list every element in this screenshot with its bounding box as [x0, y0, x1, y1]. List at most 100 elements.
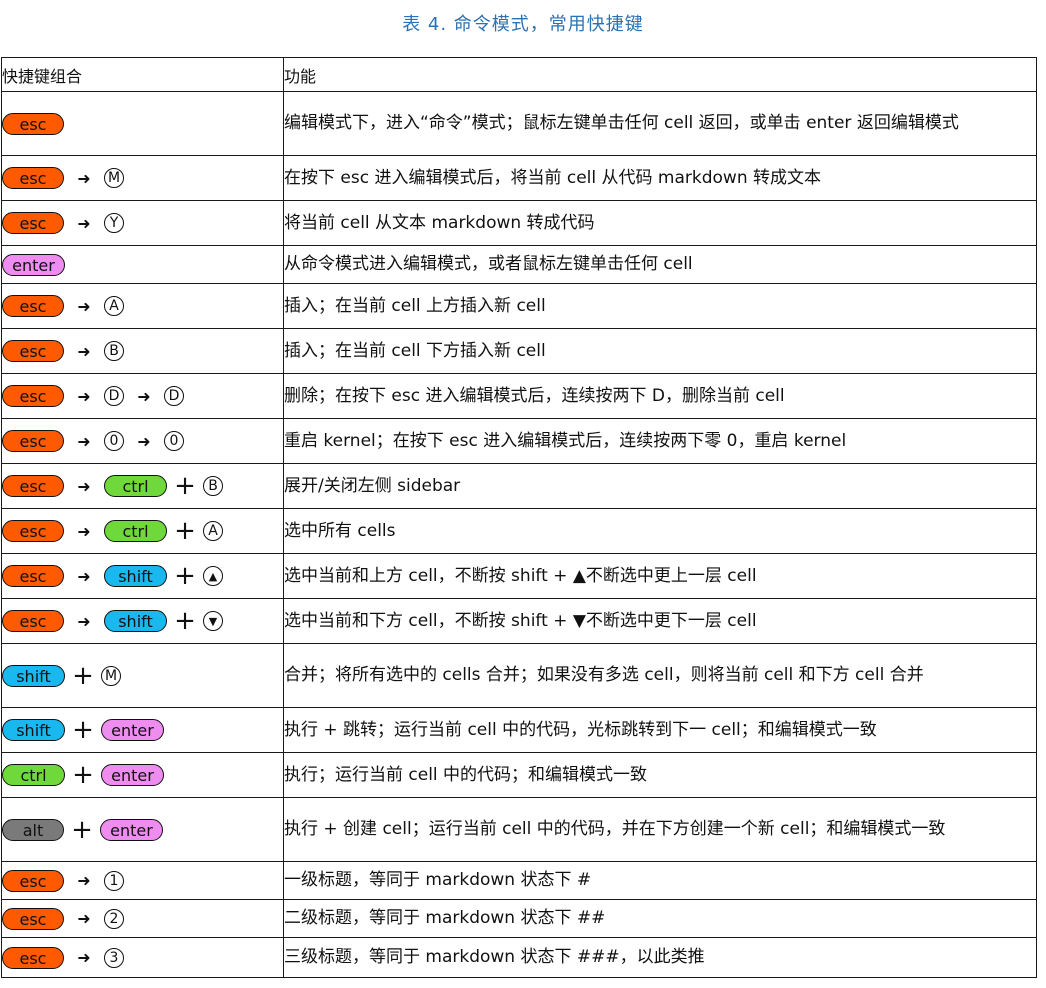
arrow-right-icon: ➜	[77, 386, 91, 406]
header-shortcut: 快捷键组合	[1, 57, 284, 92]
circled-key-a: A	[203, 521, 223, 541]
circled-key-0: 0	[164, 431, 184, 451]
shift-key: shift	[104, 610, 167, 632]
function-description: 插入；在当前 cell 上方插入新 cell	[283, 283, 1037, 329]
shortcut-cell: esc ➜ shift + ▲	[1, 553, 284, 599]
circled-key-d: D	[104, 386, 124, 406]
enter-key: enter	[101, 764, 164, 786]
enter-key: enter	[101, 719, 164, 741]
function-description: 展开/关闭左侧 sidebar	[283, 463, 1037, 509]
key-combo: esc ➜ ctrl + B	[2, 471, 283, 501]
shortcut-cell: enter	[1, 245, 284, 284]
arrow-right-icon: ➜	[77, 476, 91, 496]
function-description: 选中当前和下方 cell，不断按 shift + ▼不断选中更下一层 cell	[283, 598, 1037, 644]
esc-key: esc	[2, 869, 64, 892]
function-description: 从命令模式进入编辑模式，或者鼠标左键单击任何 cell	[283, 245, 1037, 284]
esc-key: esc	[2, 475, 64, 497]
key-combo: esc ➜ A	[2, 291, 283, 321]
circled-key-m: M	[104, 168, 124, 188]
circled-key-down: ▼	[203, 611, 223, 631]
table-row: esc ➜ 2 二级标题，等同于 markdown 状态下 ##	[1, 899, 1037, 938]
key-combo: enter	[2, 250, 283, 280]
arrow-right-icon: ➜	[77, 871, 91, 890]
arrow-right-icon: ➜	[77, 948, 91, 967]
circled-key-y: Y	[104, 213, 124, 233]
plus-icon: +	[72, 760, 94, 790]
plus-icon: +	[71, 814, 93, 845]
arrow-right-icon: ➜	[77, 168, 91, 188]
arrow-right-icon: ➜	[77, 296, 91, 316]
shortcut-cell: shift + enter	[1, 707, 284, 753]
shift-key: shift	[2, 664, 65, 687]
function-description: 三级标题，等同于 markdown 状态下 ###，以此类推	[283, 937, 1037, 978]
alt-key: alt	[2, 818, 64, 841]
shortcut-cell: esc ➜ Y	[1, 200, 284, 246]
esc-key: esc	[2, 430, 64, 452]
shortcut-cell: esc ➜ shift + ▼	[1, 598, 284, 644]
esc-key: esc	[2, 907, 64, 930]
arrow-right-icon: ➜	[137, 431, 151, 451]
table-row: esc ➜ B 插入；在当前 cell 下方插入新 cell	[1, 328, 1037, 374]
arrow-right-icon: ➜	[77, 431, 91, 451]
function-description: 重启 kernel；在按下 esc 进入编辑模式后，连续按两下零 0，重启 ke…	[283, 418, 1037, 464]
key-combo: esc ➜ ctrl + A	[2, 516, 283, 546]
plus-icon: +	[174, 516, 196, 546]
arrow-right-icon: ➜	[77, 909, 91, 928]
key-combo: alt + enter	[2, 815, 283, 845]
function-description: 执行；运行当前 cell 中的代码；和编辑模式一致	[283, 752, 1037, 798]
circled-key-d: D	[164, 386, 184, 406]
shortcut-cell: ctrl + enter	[1, 752, 284, 798]
key-combo: shift + M	[2, 661, 283, 691]
circled-key-up: ▲	[203, 566, 223, 586]
shift-key: shift	[2, 719, 65, 741]
esc-key: esc	[2, 385, 64, 407]
ctrl-key: ctrl	[2, 764, 65, 786]
function-description: 选中所有 cells	[283, 508, 1037, 554]
table-row: esc 编辑模式下，进入“命令”模式；鼠标左键单击任何 cell 返回，或单击 e…	[1, 91, 1037, 156]
key-combo: esc ➜ Y	[2, 208, 283, 238]
key-combo: esc ➜ shift + ▲	[2, 561, 283, 591]
function-description: 插入；在当前 cell 下方插入新 cell	[283, 328, 1037, 374]
function-description: 执行 + 创建 cell；运行当前 cell 中的代码，并在下方创建一个新 ce…	[283, 797, 1037, 862]
arrow-right-icon: ➜	[77, 341, 91, 361]
shortcut-cell: alt + enter	[1, 797, 284, 862]
table-row: esc ➜ ctrl + B 展开/关闭左侧 sidebar	[1, 463, 1037, 509]
esc-key: esc	[2, 520, 64, 542]
key-combo: esc ➜ B	[2, 336, 283, 366]
table-row: esc ➜ 1 一级标题，等同于 markdown 状态下 #	[1, 861, 1037, 900]
arrow-right-icon: ➜	[77, 566, 91, 586]
circled-key-1: 1	[104, 870, 124, 891]
esc-key: esc	[2, 212, 64, 234]
function-description: 二级标题，等同于 markdown 状态下 ##	[283, 899, 1037, 938]
key-combo: esc ➜ 3	[2, 943, 283, 973]
esc-key: esc	[2, 295, 64, 317]
arrow-right-icon: ➜	[137, 386, 151, 406]
esc-key: esc	[2, 340, 64, 362]
esc-key: esc	[2, 610, 64, 632]
ctrl-key: ctrl	[104, 475, 167, 497]
table-row: esc ➜ shift + ▼ 选中当前和下方 cell，不断按 shift + ▼不断选…	[1, 598, 1037, 644]
table-row: esc ➜ Y 将当前 cell 从文本 markdown 转成代码	[1, 200, 1037, 246]
function-description: 在按下 esc 进入编辑模式后，将当前 cell 从代码 markdown 转成…	[283, 155, 1037, 201]
table-row: esc ➜ ctrl + A 选中所有 cells	[1, 508, 1037, 554]
table-row: esc ➜ 3 三级标题，等同于 markdown 状态下 ###，以此类推	[1, 937, 1037, 978]
key-combo: esc ➜ shift + ▼	[2, 606, 283, 636]
circled-key-2: 2	[104, 908, 124, 929]
table-row: alt + enter 执行 + 创建 cell；运行当前 cell 中的代码，并在下…	[1, 797, 1037, 862]
circled-key-a: A	[104, 296, 124, 316]
esc-key: esc	[2, 565, 64, 587]
function-description: 删除；在按下 esc 进入编辑模式后，连续按两下 D，删除当前 cell	[283, 373, 1037, 419]
plus-icon: +	[72, 715, 94, 745]
key-combo: esc ➜ 0 ➜ 0	[2, 426, 283, 456]
table-row: ctrl + enter 执行；运行当前 cell 中的代码；和编辑模式一致	[1, 752, 1037, 798]
table-row: shift + enter 执行 + 跳转；运行当前 cell 中的代码，光标跳转到下…	[1, 707, 1037, 753]
table-row: esc ➜ shift + ▲ 选中当前和上方 cell，不断按 shift + ▲不断选…	[1, 553, 1037, 599]
table-row: esc ➜ M 在按下 esc 进入编辑模式后，将当前 cell 从代码 markdo…	[1, 155, 1037, 201]
ctrl-key: ctrl	[104, 520, 167, 542]
shift-key: shift	[104, 565, 167, 587]
function-description: 合并；将所有选中的 cells 合并；如果没有多选 cell，则将当前 cell…	[283, 643, 1037, 708]
table-header-row: 快捷键组合 功能	[1, 57, 1037, 92]
circled-key-3: 3	[104, 947, 124, 968]
arrow-right-icon: ➜	[77, 611, 91, 631]
plus-icon: +	[174, 561, 196, 591]
